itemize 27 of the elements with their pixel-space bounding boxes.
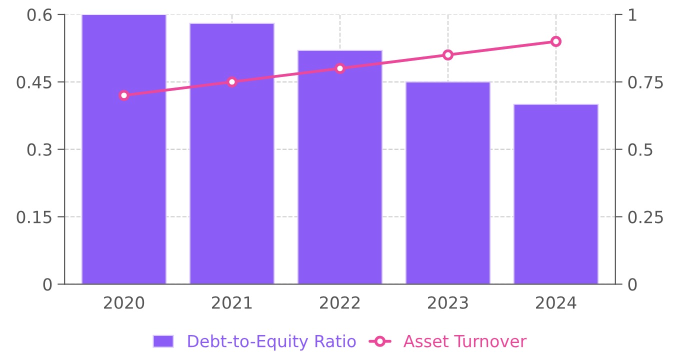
point xyxy=(334,62,346,74)
y-tick-label: 0 xyxy=(43,278,52,291)
bar xyxy=(81,14,167,284)
y2-tick-label: 0.25 xyxy=(628,210,663,224)
point xyxy=(442,49,454,60)
x-tick-label: 2021 xyxy=(212,296,252,309)
x-tick-label: 2020 xyxy=(104,296,144,309)
legend-label: Debt-to-Equity Ratio xyxy=(188,334,356,351)
y2-tick-label: 0.75 xyxy=(628,76,663,88)
point xyxy=(550,36,562,48)
y-tick-label: 0.3 xyxy=(27,143,52,156)
x-tick-label: 2023 xyxy=(428,296,468,309)
bar xyxy=(405,81,491,284)
y2-tick-label: 1 xyxy=(629,8,636,21)
bar xyxy=(297,50,383,284)
y-tick-label: 0.45 xyxy=(16,76,52,88)
y-tick-label: 0.15 xyxy=(16,210,52,224)
legend-label: Asset Turnover xyxy=(403,335,527,348)
bar xyxy=(189,22,275,284)
bar xyxy=(513,104,599,284)
x-tick-label: 2022 xyxy=(320,296,360,309)
point xyxy=(226,76,238,88)
point xyxy=(118,90,130,101)
y2-tick-label: 0.5 xyxy=(628,143,652,156)
x-tick-label: 2024 xyxy=(536,296,576,309)
y2-tick-label: 0 xyxy=(628,278,637,291)
y-tick-label: 0.6 xyxy=(27,8,52,22)
